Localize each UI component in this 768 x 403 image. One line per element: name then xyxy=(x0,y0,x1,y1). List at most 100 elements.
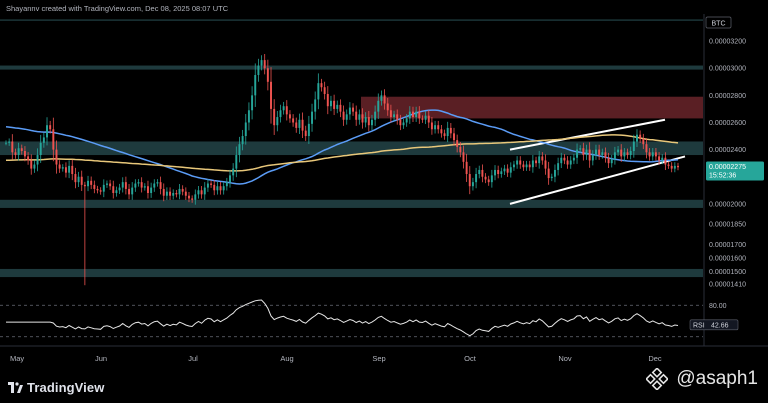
price-tick-label: 0.00001700 xyxy=(709,242,746,249)
time-tick-label: Jun xyxy=(95,354,107,363)
candle-body xyxy=(61,167,64,169)
candle-body xyxy=(370,119,373,126)
candle-body xyxy=(367,117,370,126)
support-zone xyxy=(0,65,703,70)
candle-body xyxy=(102,184,105,192)
current-price-badge xyxy=(706,161,764,181)
candle-body xyxy=(465,161,468,175)
price-tick-label: 0.00001850 xyxy=(709,222,746,229)
symbol-label: BTC xyxy=(712,21,726,28)
candle-body xyxy=(320,83,323,88)
candle-body xyxy=(222,186,225,191)
rsi-name-label: RSI xyxy=(693,322,705,329)
candle-body xyxy=(503,168,506,172)
candle-body xyxy=(36,155,39,165)
candle-body xyxy=(345,114,348,120)
candle-body xyxy=(579,148,582,150)
candle-body xyxy=(500,171,503,175)
candle-body xyxy=(30,160,33,169)
tradingview-logo[interactable]: TradingView xyxy=(8,378,104,396)
channel-upper-line xyxy=(509,118,666,151)
candle-body xyxy=(307,123,310,137)
candle-body xyxy=(468,174,471,187)
candle-body xyxy=(645,144,648,153)
price-tick-label: 0.00002800 xyxy=(709,93,746,100)
candle-body xyxy=(333,100,336,109)
candle-body xyxy=(304,130,307,137)
candle-body xyxy=(124,182,127,189)
candle-body xyxy=(153,183,156,188)
candle-body xyxy=(632,141,635,151)
candle-body xyxy=(109,183,112,187)
candle-body xyxy=(131,187,134,195)
candle-body xyxy=(273,108,276,126)
candle-body xyxy=(512,164,515,168)
candle-body xyxy=(68,165,71,173)
candle-body xyxy=(27,156,30,161)
candle-body xyxy=(661,157,664,161)
candle-body xyxy=(437,125,440,130)
candle-body xyxy=(146,186,149,194)
candle-body xyxy=(604,152,607,158)
symbol-box xyxy=(705,16,732,29)
candle-body xyxy=(588,149,591,161)
candle-body xyxy=(673,165,676,169)
candle-body xyxy=(112,186,115,194)
candle-body xyxy=(648,152,651,157)
candle-body xyxy=(263,60,266,69)
candle-body xyxy=(121,182,124,188)
sma-slow-line xyxy=(5,134,679,172)
candle-body xyxy=(23,150,26,157)
candle-body xyxy=(519,160,522,165)
candle-body xyxy=(443,133,446,137)
candle-body xyxy=(285,106,288,115)
candle-body xyxy=(399,119,402,126)
candle-body xyxy=(358,114,361,120)
candle-body xyxy=(613,152,616,160)
candle-body xyxy=(475,174,478,183)
candle-body xyxy=(566,160,569,165)
candle-body xyxy=(150,187,153,194)
candle-body xyxy=(213,184,216,191)
candle-body xyxy=(629,150,632,156)
candle-body xyxy=(412,111,414,118)
candle-body xyxy=(610,159,613,164)
candle-body xyxy=(298,119,301,128)
candle-body xyxy=(247,110,250,123)
watermark-handle: @asaph1 xyxy=(676,368,758,389)
candle-body xyxy=(494,169,496,176)
candle-body xyxy=(654,152,657,157)
candle-body xyxy=(162,188,165,196)
candle-body xyxy=(326,94,329,107)
candle-body xyxy=(197,190,200,195)
candle-body xyxy=(52,129,55,150)
candle-body xyxy=(576,149,579,158)
candle-body xyxy=(229,175,231,183)
candle-body xyxy=(396,114,399,120)
candle-body xyxy=(670,165,673,169)
candle-body xyxy=(364,117,367,123)
candle-body xyxy=(323,87,326,95)
candle-body xyxy=(424,115,427,120)
channel-lower-line xyxy=(509,155,686,205)
candle-body xyxy=(481,169,484,177)
candle-body xyxy=(484,176,487,180)
candle-body xyxy=(478,169,481,175)
candle-body xyxy=(282,106,285,111)
candle-body xyxy=(408,111,411,119)
candle-body xyxy=(194,194,197,200)
current-price-label: 0.00002275 xyxy=(709,164,746,171)
time-tick-label: Nov xyxy=(558,354,572,363)
candle-body xyxy=(235,155,238,169)
candle-body xyxy=(17,148,20,156)
candle-body xyxy=(531,160,534,168)
candle-body xyxy=(572,157,575,161)
time-tick-label: Aug xyxy=(280,354,293,363)
watermark: @asaph1 xyxy=(646,366,758,392)
candle-body xyxy=(181,188,184,192)
candle-body xyxy=(462,152,465,162)
candle-body xyxy=(329,100,332,107)
candle-body xyxy=(434,125,437,130)
candle-body xyxy=(585,149,588,156)
